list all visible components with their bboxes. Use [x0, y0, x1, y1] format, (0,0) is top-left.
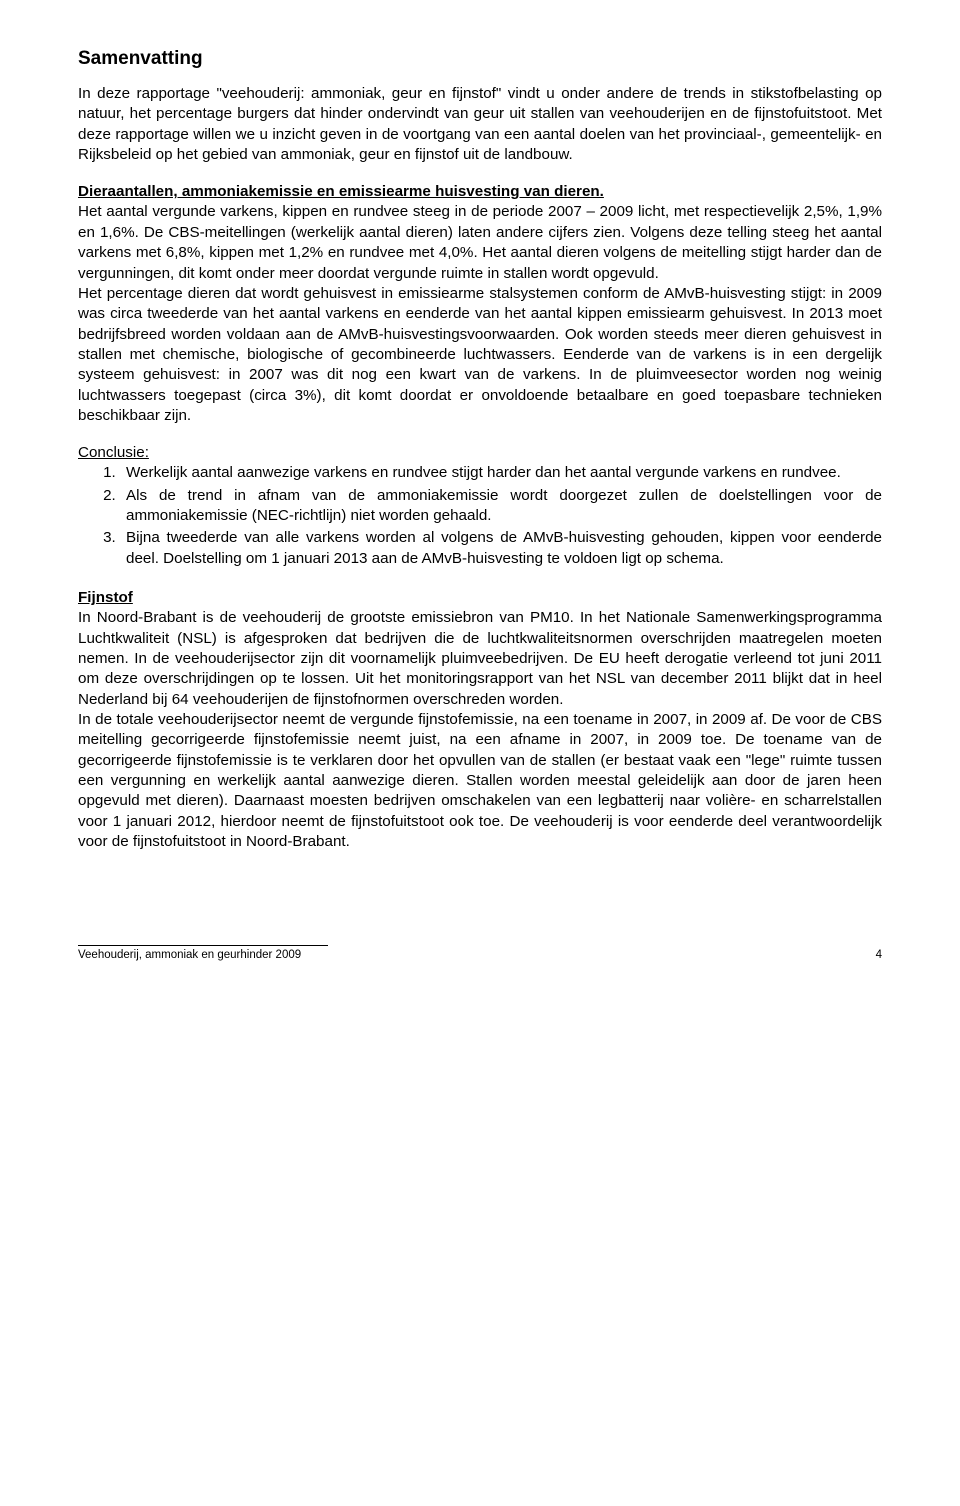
- conclusie-list: Werkelijk aantal aanwezige varkens en ru…: [78, 463, 882, 569]
- section2-paragraph-2: In de totale veehouderijsector neemt de …: [78, 710, 882, 853]
- page-number: 4: [876, 949, 882, 961]
- footer-text: Veehouderij, ammoniak en geurhinder 2009: [78, 949, 301, 961]
- conclusie-item: Als de trend in afnam van de ammoniakemi…: [120, 486, 882, 527]
- conclusie-item: Bijna tweederde van alle varkens worden …: [120, 528, 882, 569]
- section1-paragraph-2: Het percentage dieren dat wordt gehuisve…: [78, 284, 882, 427]
- conclusie-label: Conclusie:: [78, 444, 882, 461]
- intro-paragraph: In deze rapportage "veehouderij: ammonia…: [78, 84, 882, 165]
- page-title: Samenvatting: [78, 48, 882, 70]
- section-heading-fijnstof: Fijnstof: [78, 589, 882, 606]
- section2-paragraph-1: In Noord-Brabant is de veehouderij de gr…: [78, 608, 882, 710]
- section1-paragraph-1: Het aantal vergunde varkens, kippen en r…: [78, 202, 882, 283]
- conclusie-item: Werkelijk aantal aanwezige varkens en ru…: [120, 463, 882, 483]
- section-heading-dieraantallen: Dieraantallen, ammoniakemissie en emissi…: [78, 183, 882, 200]
- footer-rule: Veehouderij, ammoniak en geurhinder 2009…: [78, 945, 328, 961]
